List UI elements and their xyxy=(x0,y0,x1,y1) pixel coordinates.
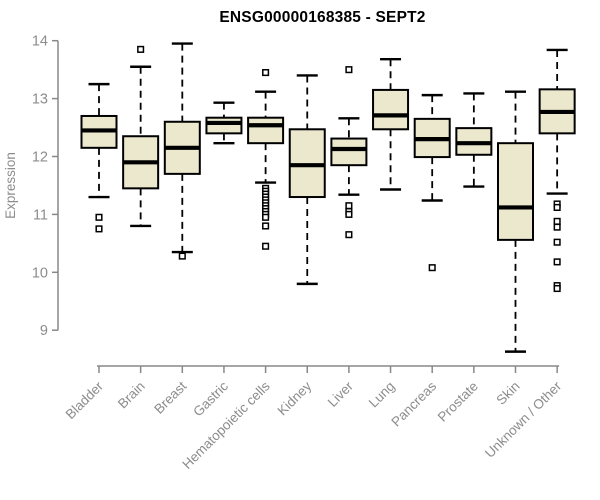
outlier-point xyxy=(178,252,186,260)
boxplot-prostate xyxy=(455,92,493,188)
y-axis: 9 10 11 12 13 14 Expression xyxy=(3,34,59,339)
x-tick-label-gastric: Gastric xyxy=(190,378,231,419)
outlier-point xyxy=(137,45,145,53)
boxplot-gastric xyxy=(205,101,243,145)
outlier-point xyxy=(262,222,270,230)
x-tick-label-liver: Liver xyxy=(325,378,357,410)
y-tick-label-9: 9 xyxy=(40,323,48,339)
outlier-point xyxy=(262,68,270,77)
outlier-point xyxy=(262,213,270,221)
outlier-point xyxy=(553,258,561,266)
boxplot-unknown-other xyxy=(538,48,576,293)
boxplot-breast xyxy=(163,42,201,260)
boxplot-skin xyxy=(497,90,534,353)
x-tick-label-brain: Brain xyxy=(115,379,148,412)
outlier-point xyxy=(262,242,270,250)
boxplot-kidney xyxy=(288,74,326,286)
outlier-point xyxy=(345,231,353,239)
outlier-point xyxy=(428,264,436,272)
x-tick-label-bladder: Bladder xyxy=(63,378,107,422)
outlier-point xyxy=(553,223,561,231)
x-tick-label-skin: Skin xyxy=(493,379,522,408)
boxplot-liver xyxy=(330,66,368,239)
outlier-point xyxy=(553,203,561,212)
boxplot-bladder xyxy=(80,82,118,233)
outlier-point xyxy=(345,202,353,210)
x-tick-label-lung: Lung xyxy=(366,379,398,411)
x-tick-label-prostate: Prostate xyxy=(435,379,481,425)
y-tick-label-14: 14 xyxy=(32,34,48,50)
iqr-box xyxy=(497,142,534,241)
y-tick-label-11: 11 xyxy=(33,207,48,223)
chart-title: ENSG00000168385 - SEPT2 xyxy=(219,9,426,26)
outlier-point xyxy=(345,66,353,74)
outlier-point xyxy=(95,213,103,221)
iqr-box xyxy=(247,116,285,145)
iqr-box xyxy=(330,137,368,167)
outlier-point xyxy=(553,238,561,246)
y-tick-label-12: 12 xyxy=(32,150,48,166)
outlier-point xyxy=(95,225,103,233)
x-tick-label-pancreas: Pancreas xyxy=(388,378,439,429)
iqr-box xyxy=(372,88,410,131)
outlier-point xyxy=(553,284,561,293)
boxplot-pancreas xyxy=(413,93,451,272)
boxplot-hematopoietic-cells xyxy=(247,68,285,250)
boxplot-lung xyxy=(372,58,410,191)
y-tick-label-13: 13 xyxy=(32,92,48,108)
boxplot-brain xyxy=(122,45,160,228)
iqr-box xyxy=(205,116,243,135)
x-tick-label-kidney: Kidney xyxy=(275,378,315,418)
y-axis-label: Expression xyxy=(3,152,18,219)
x-tick-label-breast: Breast xyxy=(151,378,189,416)
outlier-point xyxy=(553,217,561,225)
x-tick-label-unknown-other: Unknown / Other xyxy=(482,378,565,461)
y-tick-label-10: 10 xyxy=(32,265,48,281)
outlier-point xyxy=(345,210,353,218)
